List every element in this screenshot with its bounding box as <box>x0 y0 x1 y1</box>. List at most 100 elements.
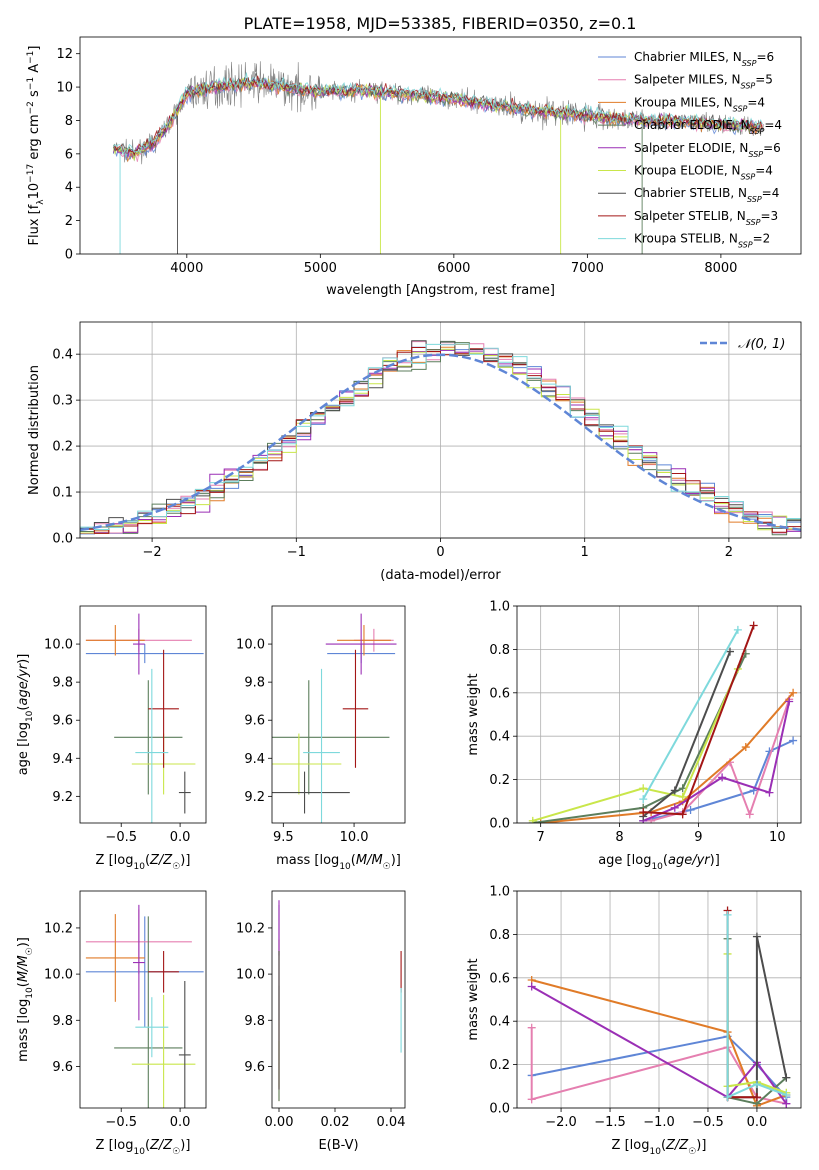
data-point-errorbar <box>132 904 145 1021</box>
model-fit-line <box>113 72 763 157</box>
data-point-errorbar <box>178 981 191 1108</box>
x-tick-label: −2 <box>143 545 162 560</box>
series-marker <box>741 743 750 752</box>
x-tick-label: 9 <box>694 830 702 845</box>
y-tick-label: 9.2 <box>244 790 265 805</box>
data-point-errorbar <box>85 644 204 664</box>
plot-area <box>112 61 764 254</box>
mass-weight-series <box>639 647 734 821</box>
plot-area <box>528 621 798 823</box>
series-marker <box>726 647 734 656</box>
panel-mass-vs-Z: −0.5 0.0 9.6 9.8 10.0 10.2 Z [log10(Z/Z☉)] mass… <box>16 890 207 1157</box>
legend-label: Salpeter ELODIE, NSSP=6 <box>634 141 781 159</box>
x-tick-label: −2.0 <box>545 1115 577 1130</box>
data-point-errorbar <box>135 997 169 1058</box>
x-tick-label: 8 <box>615 830 623 845</box>
panel-age-vs-Z: −0.5 0.0 9.2 9.4 9.6 9.8 10.0 Z [log10(Z/Z☉)] ag… <box>16 605 207 872</box>
data-point-errorbar <box>325 613 397 675</box>
y-tick-label: 9.8 <box>52 676 73 691</box>
series-marker <box>678 810 687 819</box>
series-line <box>531 985 788 1105</box>
y-tick-label: 9.6 <box>244 714 265 729</box>
legend-label: Chabrier ELODIE, NSSP=4 <box>634 118 782 136</box>
data-point-errorbar <box>342 649 369 768</box>
x-tick-label: −1.5 <box>594 1115 626 1130</box>
series-marker <box>782 1073 791 1082</box>
series-marker <box>749 621 758 630</box>
plot-area <box>85 613 204 823</box>
series-line <box>642 629 739 800</box>
series-marker <box>723 1093 732 1102</box>
y-tick-label: 9.8 <box>52 1014 73 1029</box>
y-axis-label: mass weight <box>466 673 481 755</box>
series-marker <box>765 788 774 797</box>
series-marker <box>527 1095 536 1104</box>
data-point-errorbar <box>114 916 183 1108</box>
y-axis-label: age [log10(age/yr)] <box>16 654 35 776</box>
panel-mass-vs-EBV: 0.00 0.02 0.04 9.6 9.8 10.0 10.2 E(B-V) <box>236 890 406 1153</box>
x-tick-label: 0.00 <box>265 1115 294 1130</box>
legend-label: Kroupa STELIB, NSSP=2 <box>634 232 770 250</box>
data-point-errorbar <box>303 668 340 823</box>
axes-frame <box>271 605 406 824</box>
y-axis-label: Normed distribution <box>27 365 42 495</box>
y-tick-label: 9.4 <box>52 752 73 767</box>
y-tick-label: 0.1 <box>52 486 73 501</box>
y-tick-label: 10.0 <box>236 968 265 983</box>
panel-spectrum: 4000 5000 6000 7000 8000 0 2 4 6 8 10 12 wavelength … <box>26 36 802 298</box>
y-tick-label: 0 <box>65 248 73 263</box>
panel-age-vs-mass: 9.5 10.0 9.2 9.4 9.6 9.8 10.0 mass [log10(M/M☉)… <box>236 605 406 872</box>
series-marker <box>670 786 679 795</box>
y-tick-label: 0.0 <box>489 1102 510 1117</box>
x-tick-label: 0.04 <box>377 1115 406 1130</box>
x-tick-label: 9.5 <box>273 830 294 845</box>
axes-frame <box>79 321 802 539</box>
y-tick-label: 2 <box>65 214 73 229</box>
x-axis-label: Z [log10(Z/Z☉)] <box>96 853 191 872</box>
x-tick-label: 2 <box>725 545 733 560</box>
x-tick-label: −0.5 <box>105 1115 137 1130</box>
x-tick-label: −1.0 <box>643 1115 675 1130</box>
x-axis-label: Z [log10(Z/Z☉)] <box>96 1138 191 1157</box>
data-point-errorbar <box>272 680 390 795</box>
series-marker <box>723 910 732 919</box>
y-axis-label: mass [log10(M/M☉)] <box>16 937 35 1062</box>
series-marker <box>789 688 798 697</box>
figure-title: PLATE=1958, MJD=53385, FIBERID=0350, z=0… <box>244 14 637 33</box>
series-marker <box>639 795 648 804</box>
series-marker <box>752 932 761 941</box>
y-tick-label: 1.0 <box>489 885 510 900</box>
y-tick-label: 0.8 <box>489 643 510 658</box>
mass-weight-series <box>639 697 794 823</box>
data-point-errorbar <box>178 771 191 814</box>
legend-label: Kroupa MILES, NSSP=4 <box>634 95 765 113</box>
series-marker <box>678 792 687 801</box>
data-point-errorbar <box>85 625 145 656</box>
x-tick-label: 7 <box>537 830 545 845</box>
x-axis-label: (data-model)/error <box>380 568 501 583</box>
data-point-errorbar <box>85 914 145 1002</box>
data-point-errorbar <box>148 951 179 993</box>
x-tick-label: 8000 <box>704 261 737 276</box>
series-marker <box>527 1023 536 1032</box>
x-tick-label: 5000 <box>304 261 337 276</box>
series-marker <box>782 1099 791 1108</box>
series-marker <box>686 805 695 814</box>
y-tick-label: 9.8 <box>244 676 265 691</box>
series-marker <box>639 784 648 793</box>
x-axis-label: E(B-V) <box>318 1138 358 1153</box>
x-tick-label: 0 <box>436 545 444 560</box>
y-tick-label: 1.0 <box>489 600 510 615</box>
x-tick-label: −1 <box>287 545 306 560</box>
series-line <box>726 914 787 1099</box>
x-tick-label: 0.0 <box>747 1115 768 1130</box>
panel-mass-weight-vs-Z: −2.0 −1.5 −1.0 −0.5 0.0 0.0 0.2 0.4 0.6 0.8 1.0 Z [… <box>466 885 802 1157</box>
y-tick-label: 0.8 <box>489 928 510 943</box>
series-marker <box>752 1093 761 1102</box>
y-axis-label: mass weight <box>466 958 481 1040</box>
y-tick-label: 9.2 <box>52 790 73 805</box>
series-marker <box>536 819 545 823</box>
x-axis-label: Z [log10(Z/Z☉)] <box>612 1138 707 1157</box>
data-point-errorbar <box>132 613 145 675</box>
